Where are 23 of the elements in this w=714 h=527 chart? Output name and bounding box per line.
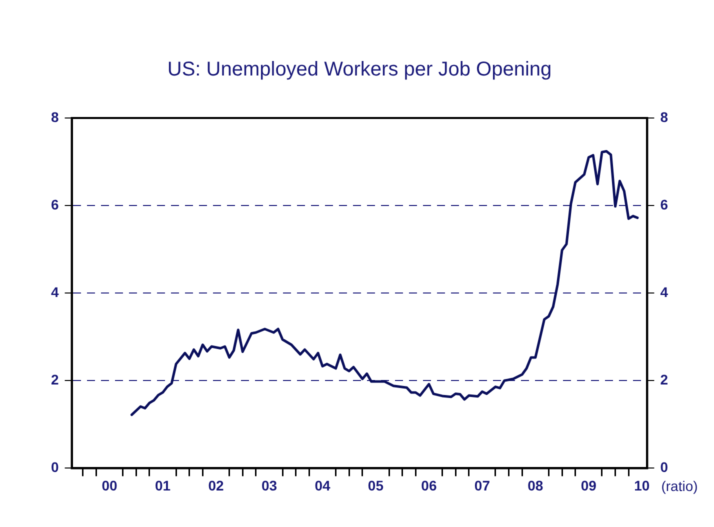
x-tick-label: 00 <box>102 477 118 494</box>
y2-tick-label: 0 <box>660 459 668 476</box>
y2-tick-label: 2 <box>660 372 668 388</box>
x-tick-label: 03 <box>261 477 278 494</box>
x-tick-label: 02 <box>208 477 224 494</box>
y2-tick-label: 8 <box>660 108 668 125</box>
x-tick-label: 06 <box>421 477 437 494</box>
chart-title: US: Unemployed Workers per Job Opening <box>167 58 552 81</box>
x-tick-label: 07 <box>474 477 490 494</box>
y-tick-label: 4 <box>50 284 59 300</box>
x-tick-label: 09 <box>580 477 597 494</box>
x-tick-label: 10 <box>634 477 650 494</box>
x-tick-label: 01 <box>154 477 171 494</box>
x-tick-label: 04 <box>314 477 330 494</box>
y-tick-label: 6 <box>50 196 59 212</box>
y2-tick-label: 6 <box>660 196 668 212</box>
y-tick-label: 8 <box>50 108 59 125</box>
text: (ratio) <box>661 478 698 494</box>
x-tick-label: 05 <box>368 477 384 494</box>
x-tick-label: 08 <box>528 477 544 494</box>
y-tick-label: 0 <box>50 459 59 476</box>
y-tick-label: 2 <box>50 372 59 388</box>
y2-tick-label: 4 <box>660 284 668 300</box>
